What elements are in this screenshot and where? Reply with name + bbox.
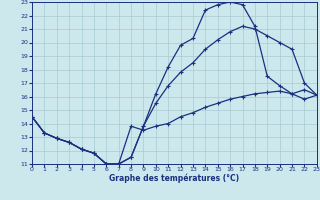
X-axis label: Graphe des températures (°C): Graphe des températures (°C) xyxy=(109,174,239,183)
